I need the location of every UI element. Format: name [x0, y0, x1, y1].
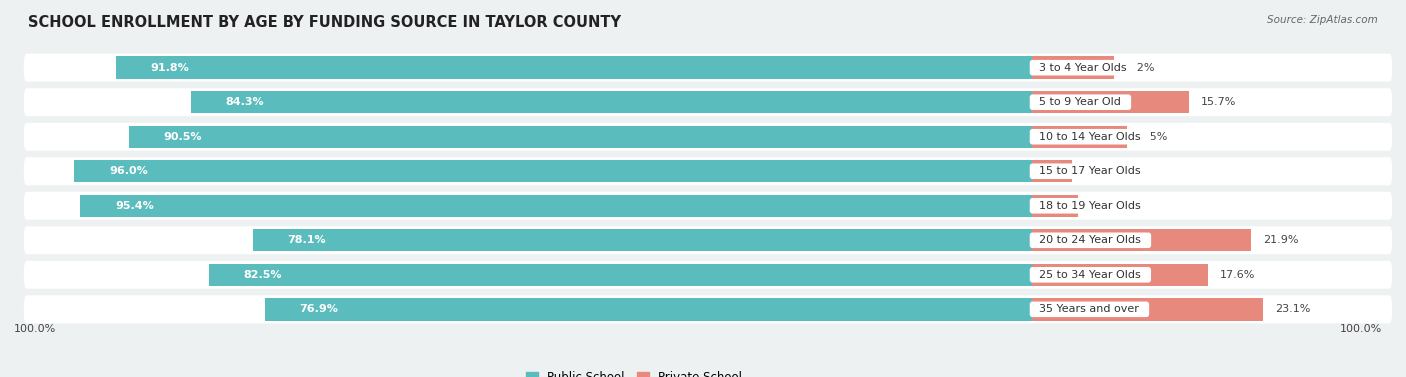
Text: 90.5%: 90.5%: [165, 132, 202, 142]
Text: 35 Years and over: 35 Years and over: [1032, 304, 1146, 314]
Text: 96.0%: 96.0%: [108, 166, 148, 176]
FancyBboxPatch shape: [24, 88, 1392, 116]
Text: SCHOOL ENROLLMENT BY AGE BY FUNDING SOURCE IN TAYLOR COUNTY: SCHOOL ENROLLMENT BY AGE BY FUNDING SOUR…: [28, 15, 621, 30]
Bar: [1032, 298, 1263, 320]
Text: 84.3%: 84.3%: [226, 97, 264, 107]
Text: 4.6%: 4.6%: [1091, 201, 1119, 211]
Bar: [253, 229, 1032, 251]
FancyBboxPatch shape: [24, 261, 1392, 289]
Text: 18 to 19 Year Olds: 18 to 19 Year Olds: [1032, 201, 1149, 211]
Bar: [129, 126, 1032, 148]
Text: 4.0%: 4.0%: [1084, 166, 1112, 176]
FancyBboxPatch shape: [24, 192, 1392, 220]
Legend: Public School, Private School: Public School, Private School: [522, 366, 747, 377]
Text: Source: ZipAtlas.com: Source: ZipAtlas.com: [1267, 15, 1378, 25]
Text: 21.9%: 21.9%: [1263, 235, 1299, 245]
FancyBboxPatch shape: [24, 123, 1392, 151]
Text: 8.2%: 8.2%: [1126, 63, 1154, 73]
Text: 100.0%: 100.0%: [14, 324, 56, 334]
Bar: [1032, 160, 1073, 182]
Bar: [1032, 195, 1078, 217]
Bar: [1032, 264, 1208, 286]
Text: 82.5%: 82.5%: [243, 270, 283, 280]
Text: 23.1%: 23.1%: [1275, 304, 1310, 314]
Bar: [1032, 229, 1251, 251]
Text: 17.6%: 17.6%: [1220, 270, 1256, 280]
Text: 15 to 17 Year Olds: 15 to 17 Year Olds: [1032, 166, 1149, 176]
Bar: [75, 160, 1032, 182]
FancyBboxPatch shape: [24, 54, 1392, 82]
Text: 91.8%: 91.8%: [150, 63, 190, 73]
Bar: [1032, 57, 1115, 79]
Bar: [80, 195, 1032, 217]
Text: 5 to 9 Year Old: 5 to 9 Year Old: [1032, 97, 1129, 107]
Text: 78.1%: 78.1%: [288, 235, 326, 245]
FancyBboxPatch shape: [24, 157, 1392, 185]
FancyBboxPatch shape: [24, 226, 1392, 254]
Text: 76.9%: 76.9%: [299, 304, 339, 314]
Text: 20 to 24 Year Olds: 20 to 24 Year Olds: [1032, 235, 1149, 245]
Text: 15.7%: 15.7%: [1201, 97, 1237, 107]
Bar: [115, 57, 1032, 79]
Bar: [208, 264, 1032, 286]
Text: 95.4%: 95.4%: [115, 201, 153, 211]
Text: 3 to 4 Year Olds: 3 to 4 Year Olds: [1032, 63, 1135, 73]
FancyBboxPatch shape: [24, 295, 1392, 323]
Bar: [1032, 91, 1189, 113]
Text: 25 to 34 Year Olds: 25 to 34 Year Olds: [1032, 270, 1149, 280]
Text: 10 to 14 Year Olds: 10 to 14 Year Olds: [1032, 132, 1149, 142]
Bar: [191, 91, 1032, 113]
Bar: [1032, 126, 1128, 148]
Text: 9.5%: 9.5%: [1139, 132, 1168, 142]
Text: 100.0%: 100.0%: [1340, 324, 1382, 334]
Bar: [264, 298, 1032, 320]
